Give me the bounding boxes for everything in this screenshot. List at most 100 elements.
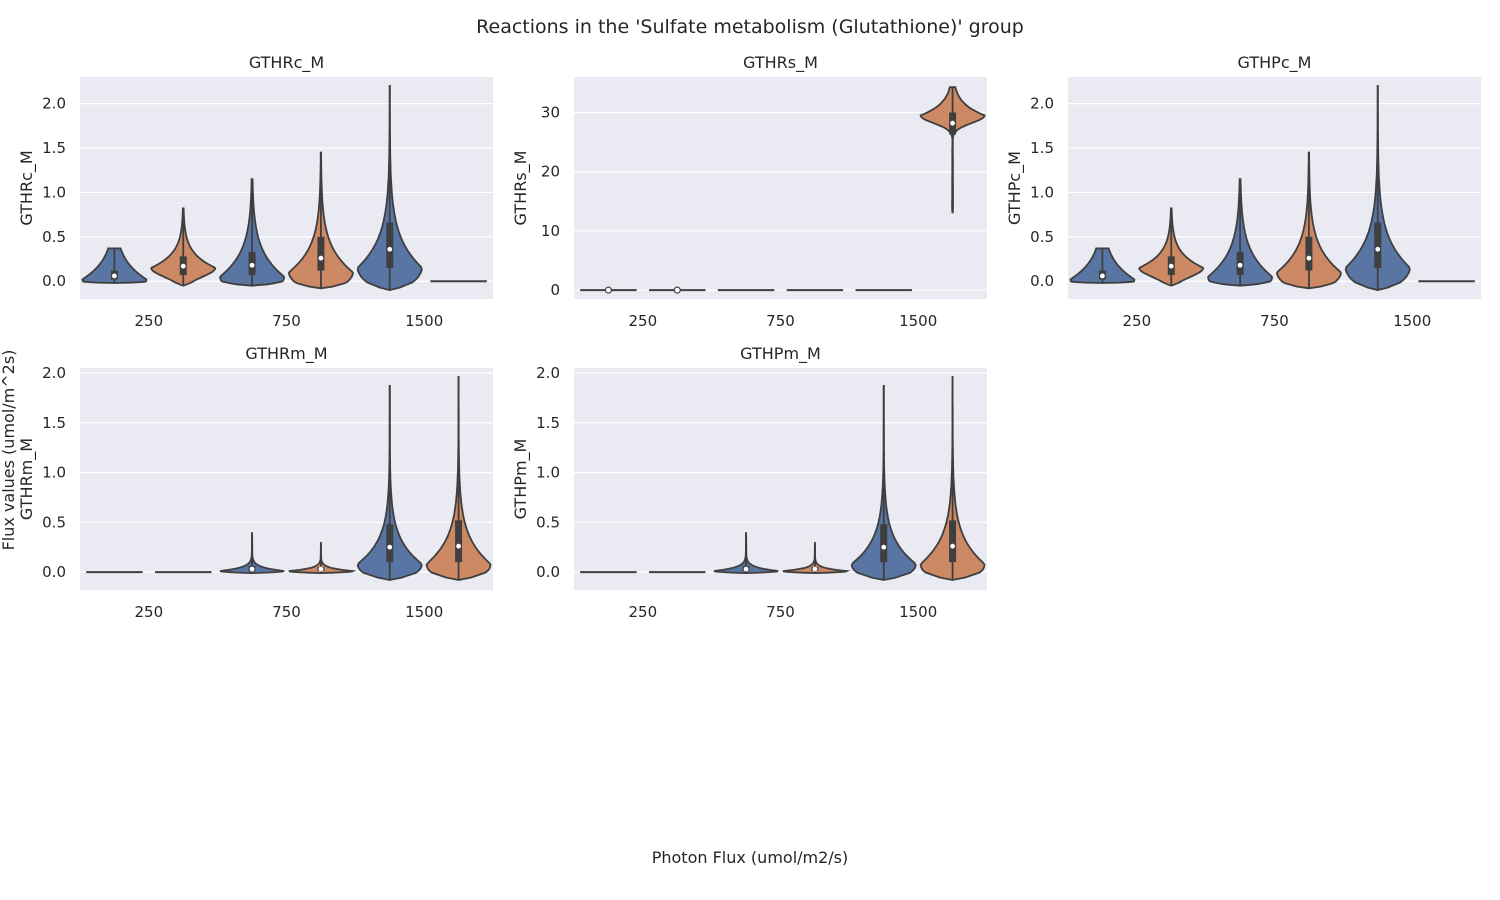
median-marker [743,566,749,572]
y-tick-label: 10 [541,222,560,240]
plot-area [1068,77,1481,299]
x-tick-label: 750 [272,603,301,621]
median-marker [318,566,324,572]
y-tick-label: 0.0 [1030,272,1054,290]
subplot-title: GTHRc_M [249,53,324,73]
y-axis-label: GTHRc_M [17,150,37,225]
median-marker [1100,273,1105,279]
y-tick-label: 20 [541,163,560,181]
violin-750-series-0 [219,178,286,287]
x-tick-label: 750 [272,312,301,330]
violin-750-series-0 [1207,178,1274,287]
median-marker [180,263,186,269]
violin-iqr-box [1374,222,1382,268]
violin-1500-series-1 [919,375,986,581]
violin-1500-series-0 [1344,85,1411,292]
y-tick-label: 1.0 [1030,183,1054,201]
median-marker [456,543,461,549]
y-tick-label: 0.5 [42,228,66,246]
y-tick-label: 0.5 [536,513,560,531]
y-tick-label: 2.0 [42,364,66,382]
y-tick-label: 2.0 [536,364,560,382]
x-tick-label: 750 [1260,312,1289,330]
subplot-title: GTHPc_M [1238,53,1312,73]
violin-1500-series-1 [919,86,986,214]
x-tick-label: 250 [1123,312,1152,330]
subplot-GTHRs_M: 0 10 20 30 250 750 1500 GTHRs_M GTHRs_M [511,53,987,330]
x-tick-label: 1500 [405,603,443,621]
violin-iqr-box [880,524,888,563]
figure-ylabel: Flux values (umol/m^2s) [0,350,18,551]
y-tick-label: 1.0 [536,464,560,482]
y-axis-label: GTHRm_M [17,438,37,520]
plot-area [80,77,493,299]
y-tick-label: 0.5 [1030,228,1054,246]
subplot-title: GTHRs_M [743,53,818,73]
violin-750-series-0 [713,532,779,575]
x-tick-label: 1500 [405,312,443,330]
subplot-grid: 0.0 0.5 1.0 1.5 2.0 250 750 1500 GTHRc_M GTHRc_M 0… [17,53,1481,621]
y-axis-label: GTHRs_M [511,151,531,226]
y-tick-label: 1.5 [536,414,560,432]
violin-250-series-1 [649,286,706,294]
subplot-title: GTHRm_M [245,344,327,364]
y-tick-label: 1.0 [42,183,66,201]
median-marker [950,120,955,126]
plot-area [80,368,493,590]
y-tick-label: 1.5 [42,139,66,157]
median-marker [1375,246,1381,252]
median-marker [387,544,393,550]
plot-area [574,77,987,299]
subplot-title: GTHPm_M [740,344,821,364]
violin-iqr-box [386,222,394,268]
violin-iqr-box [317,236,325,271]
y-tick-label: 30 [541,104,560,122]
subplot-GTHPm_M: 0.0 0.5 1.0 1.5 2.0 250 750 1500 GTHPm_M GTHPm_M [511,344,987,621]
violin-250-series-1 [1138,207,1205,287]
violin-iqr-box [1305,236,1313,271]
median-marker [249,566,255,572]
violin-iqr-box [949,520,957,563]
y-tick-label: 0.0 [42,272,66,290]
y-tick-label: 2.0 [1030,95,1054,113]
violin-iqr-box [386,524,394,563]
median-marker [387,246,393,252]
violin-250-series-1 [150,207,217,287]
median-marker [1306,255,1312,261]
y-tick-label: 1.5 [1030,139,1054,157]
violin-750-series-1 [287,151,354,290]
median-marker [950,543,955,549]
median-marker [1237,262,1243,268]
y-tick-label: 0.0 [42,563,66,581]
x-tick-label: 250 [629,603,658,621]
y-axis-label: GTHPm_M [511,439,531,520]
violin-250-series-0 [580,286,637,294]
x-tick-label: 750 [766,603,795,621]
median-marker [812,566,818,572]
median-marker [604,286,613,294]
violin-1500-series-0 [356,385,423,581]
median-marker [318,255,324,261]
median-marker [881,544,887,550]
figure-xlabel: Photon Flux (umol/m2/s) [652,848,849,867]
y-tick-label: 0.0 [536,563,560,581]
x-tick-label: 1500 [899,312,937,330]
y-tick-label: 1.0 [42,464,66,482]
violin-750-series-0 [219,532,285,575]
violin-1500-series-1 [425,375,492,581]
violin-750-series-1 [288,542,357,575]
violin-250-series-0 [81,247,148,284]
figure-title: Reactions in the 'Sulfate metabolism (Gl… [476,16,1024,38]
median-marker [673,286,681,294]
subplot-GTHRc_M: 0.0 0.5 1.0 1.5 2.0 250 750 1500 GTHRc_M GTHRc_M [17,53,493,330]
violin-iqr-box [455,520,463,563]
y-tick-label: 1.5 [42,414,66,432]
x-tick-label: 750 [766,312,795,330]
violin-750-series-1 [782,542,851,575]
x-tick-label: 250 [629,312,658,330]
y-tick-label: 2.0 [42,95,66,113]
violin-1500-series-0 [850,385,917,581]
violin-1500-series-0 [356,85,423,292]
violin-750-series-1 [1275,151,1342,290]
